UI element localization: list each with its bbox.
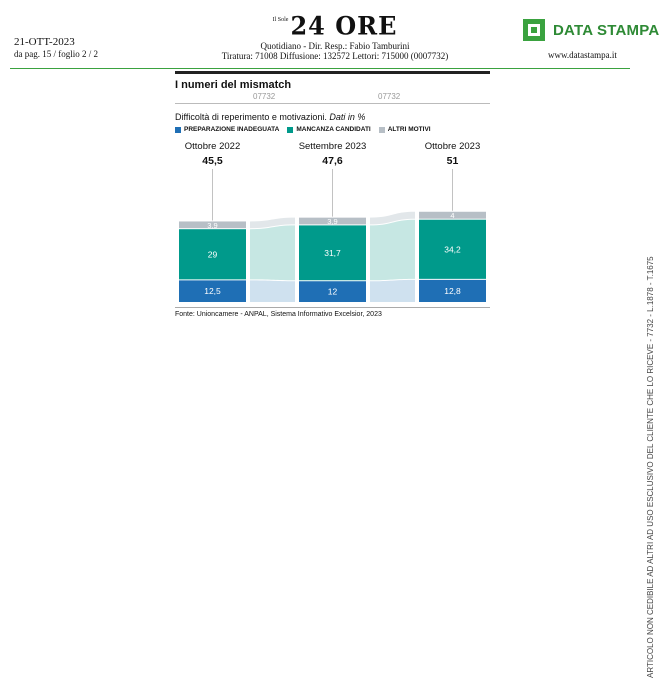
stacked-bar-chart: 12,5 29 3,9 Ottobre 2022 45,5 12 31,7 3,9 Settem…	[179, 141, 486, 302]
chart-subtitle: Difficoltà di reperimento e motivazioni.…	[175, 112, 365, 122]
datastampa-url[interactable]: www.datastampa.it	[548, 50, 617, 60]
category-label-settembre-2023: Settembre 2023	[299, 141, 367, 152]
connector-preparazione-1	[250, 280, 295, 302]
connector-altri-1	[250, 217, 295, 229]
total-label-settembre-2023: 47,6	[322, 155, 343, 167]
legend-label-preparazione: PREPARAZIONE INADEGUATA	[184, 126, 280, 133]
value-label-preparazione-ottobre-2023: 12,8	[444, 286, 461, 296]
bar-altri-ottobre-2023	[419, 211, 486, 219]
bar-altri-ottobre-2022	[179, 221, 246, 229]
bar-mancanza-ottobre-2023	[419, 219, 486, 279]
bar-preparazione-ottobre-2022	[179, 280, 246, 302]
bar-mancanza-settembre-2023	[299, 225, 366, 281]
logo-small-text: Il Sole	[272, 17, 289, 23]
newspaper-masthead: Il Sole24 ORE Quotidiano - Dir. Resp.: F…	[200, 10, 470, 61]
chart-top-rule	[175, 71, 490, 74]
subtitle-text: Difficoltà di reperimento e motivazioni.	[175, 112, 330, 122]
newspaper-logo: 24 ORE	[290, 10, 398, 41]
header-divider	[10, 68, 630, 69]
legend-item-altri: ALTRI MOTIVI	[378, 126, 431, 133]
masthead-line-2: Tiratura: 71008 Diffusione: 132572 Letto…	[221, 51, 449, 61]
connector-mancanza-1	[250, 225, 295, 281]
legend-item-preparazione: PREPARAZIONE INADEGUATA	[175, 126, 279, 133]
value-label-altri-ottobre-2023: 4	[450, 211, 454, 220]
chart-source: Fonte: Unioncamere - ANPAL, Sistema Info…	[175, 311, 382, 318]
bar-preparazione-ottobre-2023	[419, 279, 486, 302]
legend-label-altri: ALTRI MOTIVI	[387, 126, 431, 133]
doc-code-2: 07732	[378, 92, 401, 101]
datastampa-brand: DATA STAMPA	[553, 21, 660, 39]
legend-label-mancanza: MANCANZA CANDIDATI	[296, 126, 371, 133]
value-label-altri-ottobre-2022: 3,9	[207, 221, 217, 230]
chart-panel: I numeri del mismatch 07732 07732 Diffic…	[175, 71, 490, 326]
value-label-preparazione-settembre-2023: 12	[328, 287, 338, 297]
value-label-preparazione-ottobre-2022: 12,5	[204, 286, 221, 296]
chart-legend: PREPARAZIONE INADEGUATA MANCANZA CANDIDA…	[175, 126, 439, 133]
value-label-altri-settembre-2023: 3,9	[327, 217, 337, 226]
connector-altri-2	[370, 211, 415, 225]
category-label-ottobre-2023: Ottobre 2023	[425, 141, 480, 152]
value-label-mancanza-ottobre-2023: 34,2	[444, 244, 461, 254]
subtitle-italic: Dati in %	[329, 112, 366, 122]
header-left: 21-OTT-2023 da pag. 15 / foglio 2 / 2	[14, 36, 98, 60]
side-disclaimer: ARTICOLO NON CEDIBILE AD ALTRI AD USO ES…	[646, 256, 655, 678]
datastampa-square-icon	[523, 19, 545, 41]
bar-preparazione-settembre-2023	[299, 281, 366, 302]
title-separator	[175, 103, 490, 104]
legend-swatch-altri	[378, 126, 385, 133]
article-date: 21-OTT-2023	[14, 36, 75, 48]
bar-mancanza-ottobre-2022	[179, 229, 246, 280]
value-label-mancanza-settembre-2023: 31,7	[324, 248, 341, 258]
masthead-line-1: Quotidiano - Dir. Resp.: Fabio Tamburini	[260, 41, 410, 51]
connector-mancanza-2	[370, 219, 415, 281]
page-reference: da pag. 15 / foglio 2 / 2	[14, 49, 98, 59]
connector-preparazione-2	[370, 279, 415, 302]
bar-altri-settembre-2023	[299, 217, 366, 225]
total-label-ottobre-2023: 51	[447, 155, 459, 167]
doc-code-1: 07732	[253, 92, 276, 101]
datastampa-logo: DATA STAMPA	[523, 19, 659, 41]
category-label-ottobre-2022: Ottobre 2022	[185, 141, 240, 152]
chart-bottom-rule	[175, 307, 490, 308]
legend-swatch-mancanza	[287, 126, 294, 133]
legend-item-mancanza: MANCANZA CANDIDATI	[287, 126, 371, 133]
chart-title: I numeri del mismatch	[175, 79, 292, 91]
legend-swatch-preparazione	[175, 126, 181, 133]
total-label-ottobre-2022: 45,5	[202, 155, 223, 167]
value-label-mancanza-ottobre-2022: 29	[208, 249, 218, 259]
